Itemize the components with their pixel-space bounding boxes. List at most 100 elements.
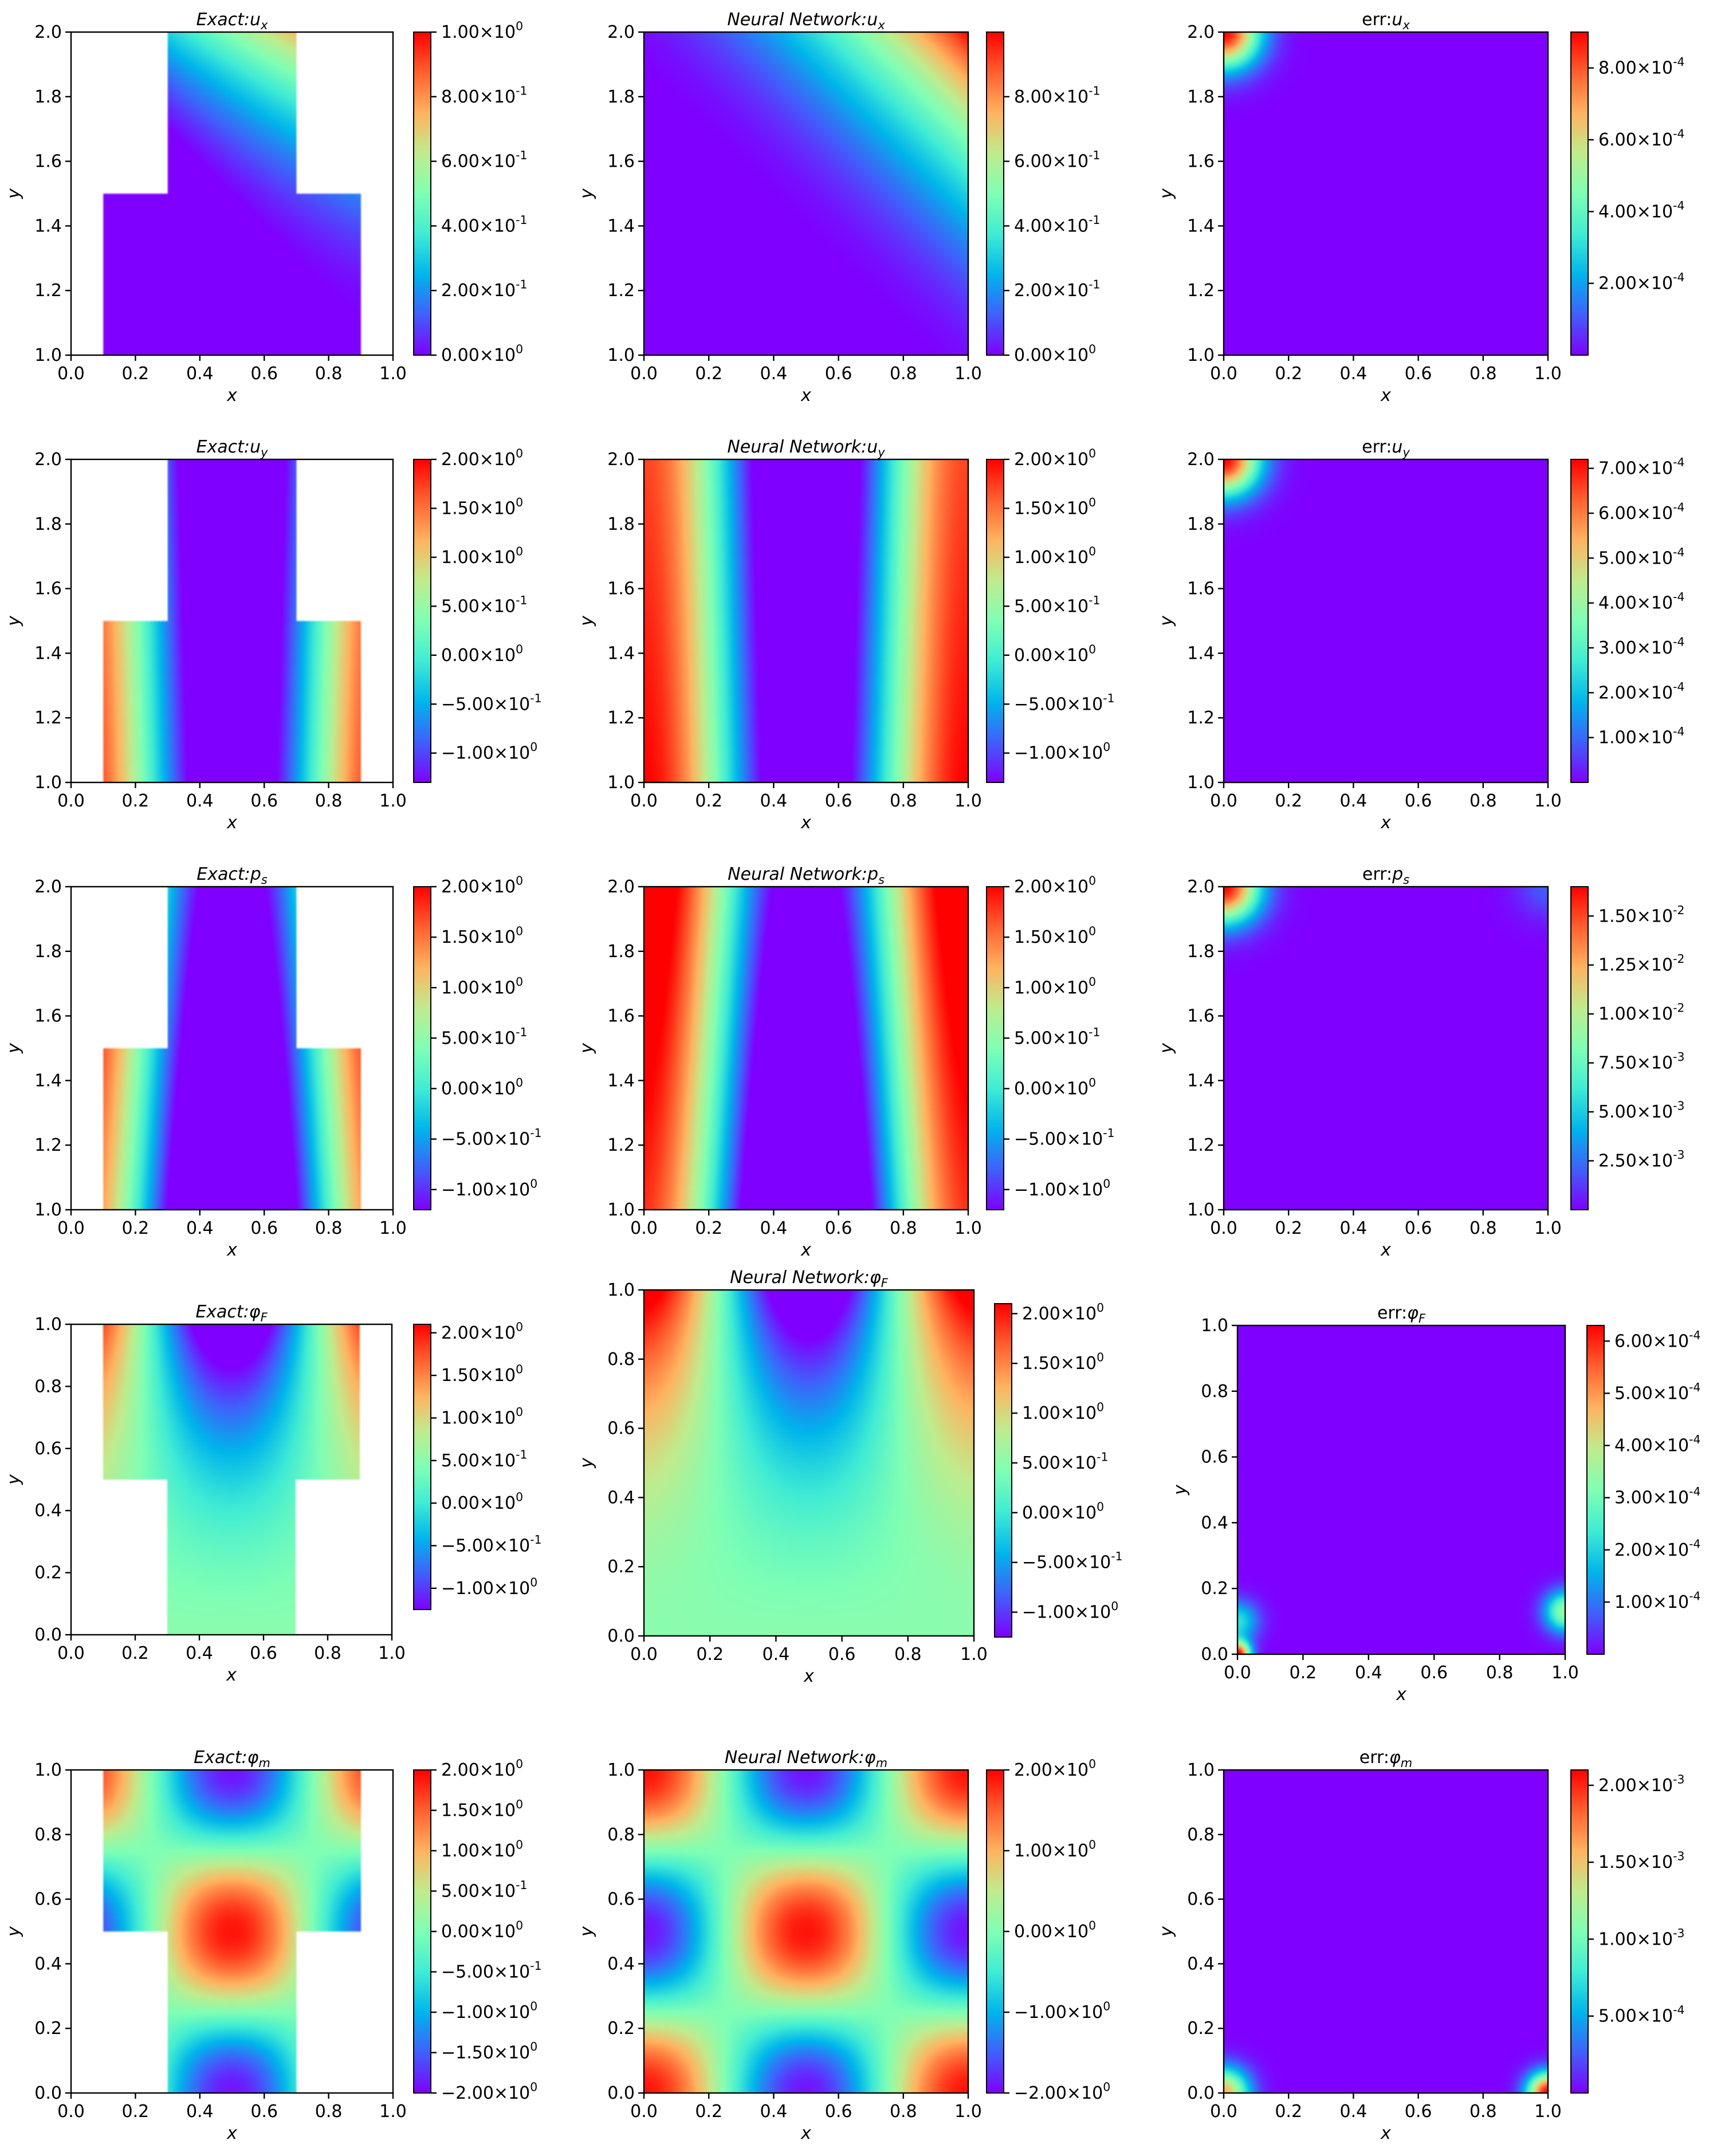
colorbar-tick-label: 2.00×10-4 [1598, 680, 1684, 703]
x-tick-label: 0.8 [890, 2102, 917, 2122]
colorbar-tick-label: 1.00×10-4 [1614, 1589, 1700, 1612]
colorbar-tick-label: 8.00×10-4 [1598, 55, 1684, 78]
y-axis-label: y [577, 1457, 597, 1469]
colorbar-tick-label: 6.00×10-4 [1598, 501, 1684, 524]
colorbar-tick-label: 1.50×100 [441, 1363, 523, 1386]
x-tick-label: 0.6 [1420, 1663, 1448, 1683]
y-axis-label: y [577, 615, 597, 627]
y-tick-label: 1.4 [34, 643, 62, 663]
chart-title: err:uy [1362, 437, 1410, 459]
x-tick-label: 0.2 [122, 791, 150, 811]
y-tick-label: 2.0 [34, 450, 62, 470]
x-tick-label: 0.2 [695, 1218, 722, 1238]
y-axis-label: y [4, 1474, 24, 1485]
y-tick-label: 1.0 [1187, 1760, 1215, 1780]
axes-frame [643, 1769, 969, 2094]
heatmap-image [644, 887, 968, 1210]
x-tick-label: 1.0 [378, 1643, 406, 1663]
colorbar-tick-label: −2.00×100 [441, 2080, 537, 2104]
y-tick-label: 0.0 [34, 1625, 62, 1645]
x-tick-label: 0.6 [250, 364, 278, 384]
x-axis-label: x [800, 813, 811, 833]
y-tick-label: 0.0 [1201, 1644, 1228, 1665]
colorbar-tick-label: 4.00×10-4 [1614, 1433, 1700, 1456]
chart-title: err:ux [1362, 10, 1410, 32]
colorbar-tick-label: 5.00×10-1 [1014, 1025, 1100, 1049]
x-tick-label: 0.6 [250, 2102, 278, 2122]
heatmap-image [644, 1290, 974, 1636]
axes-frame [70, 1769, 394, 2094]
x-tick-label: 0.8 [314, 1643, 341, 1663]
y-tick-label: 2.0 [607, 450, 635, 470]
y-tick-label: 0.8 [607, 1825, 635, 1845]
x-tick-label: 0.2 [122, 364, 150, 384]
y-tick-label: 1.8 [34, 942, 62, 962]
chart-title: Exact:uy [197, 437, 268, 459]
y-tick-label: 0.8 [1201, 1382, 1228, 1402]
colorbar-tick-label: 5.00×10-4 [1614, 1380, 1700, 1404]
x-axis-label: x [226, 1240, 237, 1260]
colorbar-tick-label: 1.50×100 [1014, 924, 1096, 948]
x-tick-label: 0.0 [57, 1218, 85, 1238]
x-tick-label: 0.2 [1275, 791, 1302, 811]
x-tick-label: 0.2 [122, 1218, 150, 1238]
y-tick-label: 0.8 [34, 1825, 62, 1845]
y-tick-label: 0.6 [1187, 1890, 1215, 1910]
colorbar-tick-label: 5.00×10-1 [441, 1447, 527, 1471]
y-tick-label: 0.6 [607, 1419, 635, 1439]
y-tick-label: 0.6 [34, 1890, 62, 1910]
axes-frame [643, 458, 969, 784]
colorbar-tick-label: 2.00×100 [441, 447, 523, 470]
x-tick-label: 0.6 [250, 791, 278, 811]
x-tick-label: 0.0 [57, 364, 85, 384]
colorbar-tick-label: 1.00×100 [1014, 975, 1096, 998]
y-axis-label: y [577, 1926, 597, 1937]
x-tick-label: 0.0 [1210, 364, 1237, 384]
colorbar-tick-label: 2.00×10-3 [1598, 1772, 1684, 1796]
y-tick-label: 1.8 [1187, 942, 1215, 962]
colorbar-tick-label: 7.00×10-4 [1598, 455, 1684, 479]
colorbar-tick-label: 0.00×100 [1014, 343, 1096, 366]
colorbar-tick-label: −5.00×10-1 [1014, 1126, 1115, 1150]
y-tick-label: 2.0 [34, 22, 62, 42]
x-tick-label: 1.0 [1534, 1218, 1562, 1238]
x-tick-label: 0.0 [57, 791, 85, 811]
colorbar-tick-label: 5.00×10-1 [1014, 593, 1100, 617]
heatmap-image [644, 32, 968, 355]
x-tick-label: 0.8 [315, 791, 343, 811]
colorbar-tick-label: −5.00×10-1 [441, 1126, 542, 1150]
heatmap-image [1237, 1325, 1565, 1654]
x-tick-label: 0.4 [186, 791, 214, 811]
colorbar-tick-label: 1.00×100 [1014, 1838, 1096, 1862]
axes-frame [1223, 1769, 1549, 2094]
colorbar-tick-label: 6.00×10-1 [441, 148, 527, 172]
chart-title: Neural Network:uy [727, 437, 885, 459]
panel-nn-phim: 0.0 0.2 0.4 0.6 0.8 1.0 0.0 0.2 0.4 0.6 0.8 1.0 x y Ne… [577, 1748, 1110, 2143]
x-tick-label: 0.8 [890, 364, 917, 384]
y-tick-label: 1.6 [1187, 152, 1215, 172]
x-axis-label: x [1380, 1240, 1391, 1260]
x-tick-label: 0.0 [1210, 1218, 1237, 1238]
x-tick-label: 0.6 [825, 2102, 852, 2122]
colorbar-tick-label: 4.00×10-1 [441, 213, 527, 237]
x-tick-label: 0.0 [630, 791, 658, 811]
colorbar-tick-label: 6.00×10-4 [1598, 127, 1684, 151]
y-tick-label: 2.0 [607, 22, 635, 42]
y-tick-label: 1.2 [607, 1135, 635, 1155]
x-tick-label: 0.6 [1405, 1218, 1432, 1238]
heatmap-image [71, 1324, 392, 1635]
colorbar [1570, 32, 1589, 356]
colorbar-tick-label: 1.50×100 [1022, 1351, 1104, 1374]
x-tick-label: 0.8 [890, 1218, 917, 1238]
colorbar-tick-label: 5.00×10-4 [1598, 2003, 1684, 2027]
colorbar-tick-label: 1.50×100 [1014, 495, 1096, 519]
chart-title: err:φm [1359, 1748, 1412, 1770]
y-tick-label: 1.8 [34, 514, 62, 534]
x-tick-label: 0.8 [890, 791, 917, 811]
x-axis-label: x [226, 1665, 237, 1685]
x-tick-label: 0.8 [1486, 1663, 1514, 1683]
colorbar-tick-label: 2.00×100 [441, 1320, 523, 1343]
colorbar-tick-label: 5.00×10-4 [1598, 545, 1684, 569]
axes-frame [1223, 886, 1549, 1211]
heatmap-image [1224, 887, 1548, 1210]
